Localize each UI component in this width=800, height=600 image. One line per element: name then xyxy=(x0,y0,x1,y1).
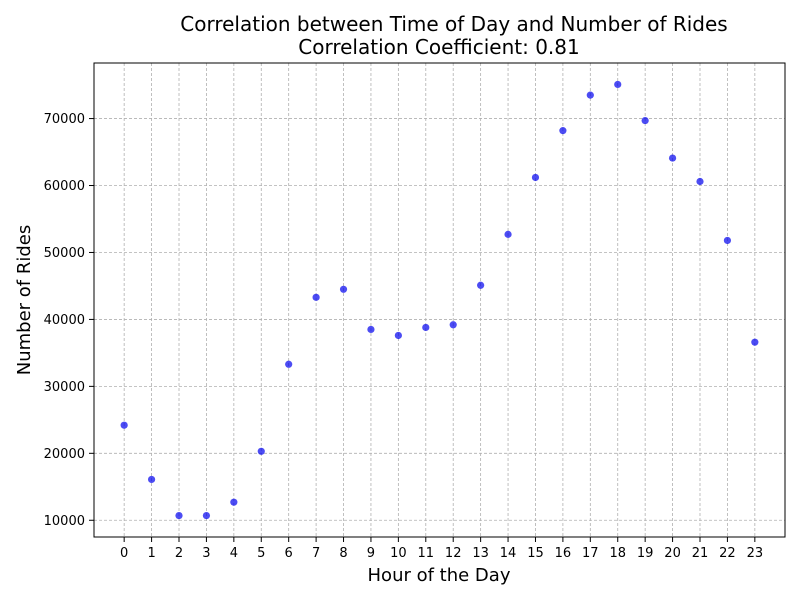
data-point xyxy=(120,421,128,429)
data-point xyxy=(531,173,540,182)
x-tick-label: 1 xyxy=(147,546,155,561)
y-tick-label: 20000 xyxy=(44,447,85,462)
x-tick-label: 0 xyxy=(120,546,128,561)
x-tick-label: 22 xyxy=(719,546,736,561)
x-tick-label: 19 xyxy=(637,546,654,561)
data-point xyxy=(668,154,677,162)
data-point xyxy=(559,127,567,135)
grid-lines xyxy=(94,63,785,537)
x-tick-label: 6 xyxy=(285,546,293,561)
data-point xyxy=(614,80,622,89)
data-point xyxy=(504,230,512,238)
x-tick-label: 18 xyxy=(609,546,626,561)
y-tick-label: 30000 xyxy=(44,380,85,395)
x-tick-label: 12 xyxy=(445,546,462,561)
data-point xyxy=(477,281,485,289)
data-point xyxy=(202,511,211,520)
data-point xyxy=(751,338,759,346)
x-tick-label: 16 xyxy=(555,546,572,561)
y-tick-label: 40000 xyxy=(44,313,85,328)
data-point xyxy=(230,498,238,506)
x-tick-label: 8 xyxy=(339,546,347,561)
data-point xyxy=(285,360,293,368)
data-point xyxy=(696,177,704,186)
x-tick-label: 4 xyxy=(230,546,238,561)
x-tick-label: 13 xyxy=(472,546,489,561)
x-axis-label: Hour of the Day xyxy=(368,565,511,586)
y-tick-label: 60000 xyxy=(44,179,85,194)
data-point xyxy=(367,325,375,334)
data-point xyxy=(641,116,649,125)
x-tick-label: 2 xyxy=(175,546,183,561)
x-tick-label: 9 xyxy=(367,546,375,561)
data-point xyxy=(422,323,430,332)
x-axis-ticks: 0 1 2 3 4 5 6 7 8 9 10 11 12 13 14 15 16 17 18 19 20 21 22 23 xyxy=(120,537,763,561)
x-tick-label: 3 xyxy=(202,546,210,561)
x-tick-label: 7 xyxy=(312,546,320,561)
x-tick-label: 23 xyxy=(747,546,764,561)
chart-subtitle: Correlation Coefficient: 0.81 xyxy=(298,35,579,59)
data-point xyxy=(147,475,156,484)
plot-frame xyxy=(93,62,786,538)
y-axis-ticks: 10000 20000 30000 40000 50000 60000 70000 xyxy=(44,112,94,529)
data-point xyxy=(723,236,732,245)
x-tick-label: 17 xyxy=(582,546,599,561)
x-tick-label: 20 xyxy=(664,546,681,561)
data-points xyxy=(120,80,759,520)
y-tick-label: 10000 xyxy=(44,514,85,529)
x-tick-label: 15 xyxy=(527,546,544,561)
x-tick-label: 21 xyxy=(692,546,709,561)
x-tick-label: 5 xyxy=(257,546,265,561)
data-point xyxy=(586,91,594,99)
y-tick-label: 70000 xyxy=(44,112,85,127)
chart-title: Correlation between Time of Day and Numb… xyxy=(180,12,727,36)
data-point xyxy=(339,285,348,293)
x-tick-label: 14 xyxy=(500,546,517,561)
data-point xyxy=(449,321,457,329)
data-point xyxy=(175,511,183,520)
data-point xyxy=(312,293,320,301)
y-axis-label: Number of Rides xyxy=(14,225,35,376)
x-tick-label: 10 xyxy=(390,546,407,561)
data-point xyxy=(394,331,402,340)
y-tick-label: 50000 xyxy=(44,246,85,261)
data-point xyxy=(257,447,265,455)
x-tick-label: 11 xyxy=(418,546,435,561)
